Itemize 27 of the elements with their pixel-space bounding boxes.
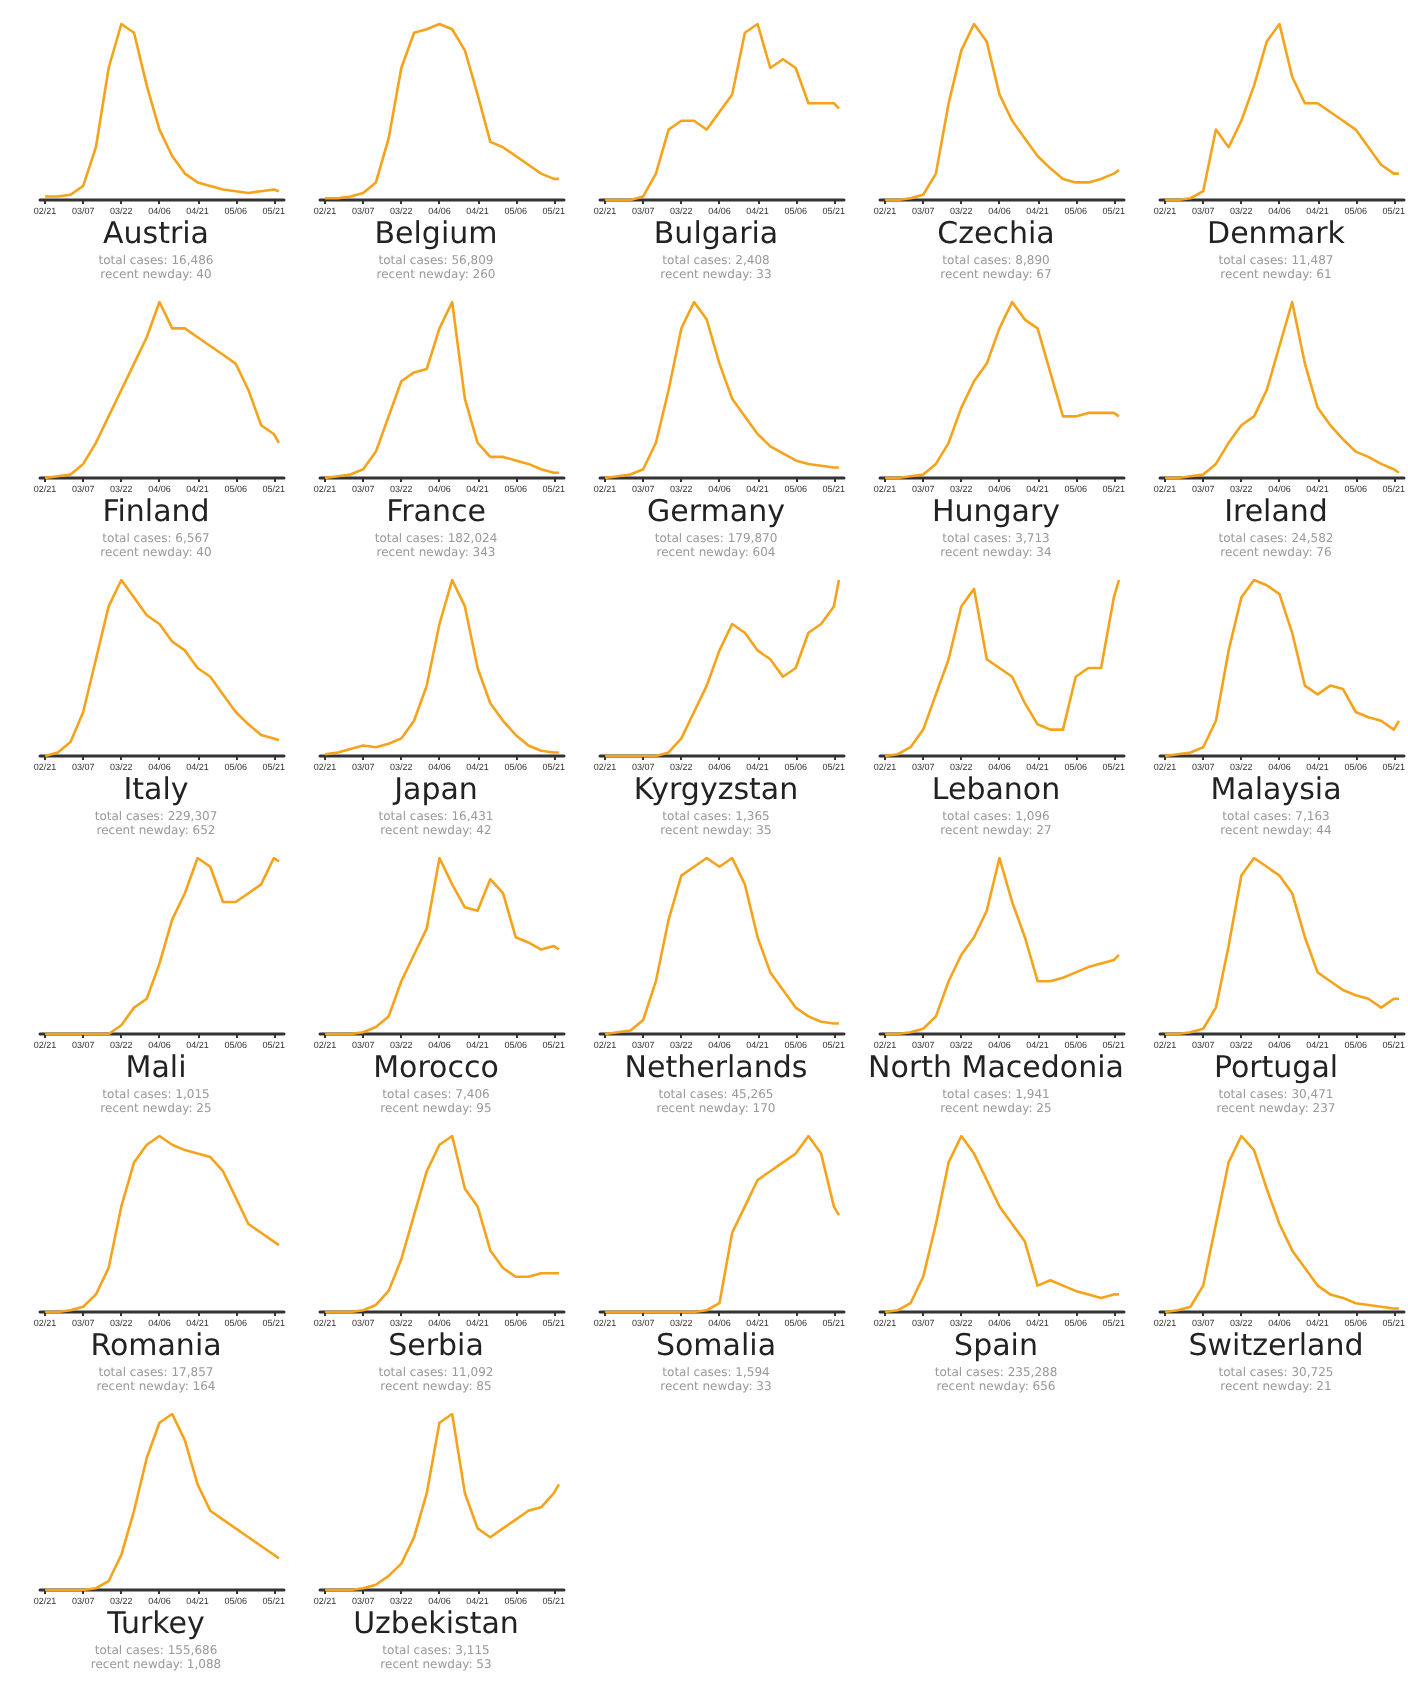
text: Serbia — [388, 1327, 484, 1363]
text: Denmark — [1207, 215, 1346, 251]
text: Romania — [90, 1327, 222, 1363]
text: Ireland — [1224, 493, 1328, 529]
text: Mali — [125, 1049, 187, 1085]
text: Austria — [103, 215, 209, 251]
text: Spain — [954, 1327, 1038, 1363]
text: Portugal — [1213, 1049, 1339, 1085]
text: Japan — [392, 771, 478, 807]
text: Lebanon — [931, 771, 1061, 807]
text: Uzbekistan — [353, 1605, 519, 1641]
text: Bulgaria — [653, 215, 779, 251]
text: Switzerland — [1188, 1327, 1364, 1363]
text: Morocco — [373, 1049, 499, 1085]
text: Germany — [647, 493, 786, 529]
text: Belgium — [374, 215, 498, 251]
text: Kyrgyzstan — [633, 771, 799, 807]
text: France — [386, 493, 486, 529]
text: Malaysia — [1210, 771, 1342, 807]
text: Somalia — [655, 1327, 777, 1363]
text: Finland — [102, 493, 210, 529]
text: Italy — [123, 771, 189, 807]
text: North Macedonia — [868, 1049, 1124, 1085]
text: Turkey — [105, 1605, 206, 1641]
text: Czechia — [937, 215, 1055, 251]
text: Netherlands — [624, 1049, 808, 1085]
text: Hungary — [931, 493, 1061, 529]
